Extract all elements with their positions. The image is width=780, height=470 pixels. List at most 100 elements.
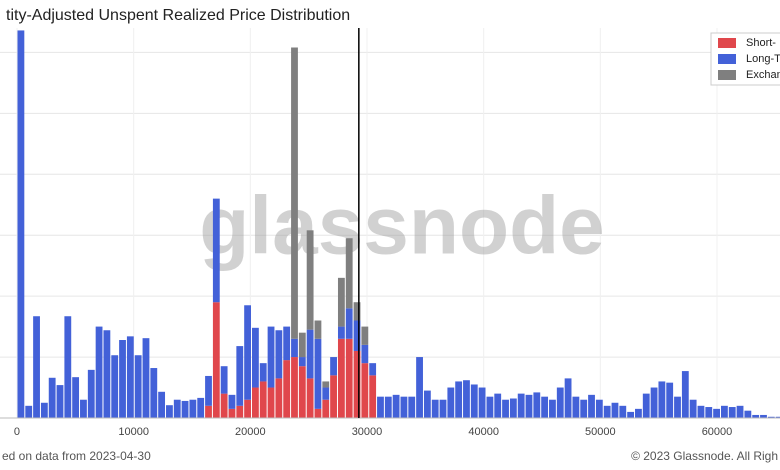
x-tick-label: 60000	[702, 426, 733, 438]
bar-segment	[291, 47, 298, 339]
bar-segment	[306, 329, 314, 379]
bar-segment	[64, 316, 72, 418]
bar-segment	[173, 399, 181, 418]
bar-segment	[314, 320, 322, 339]
bar-segment	[345, 308, 353, 339]
x-tick-label: 50000	[585, 426, 616, 438]
bar-segment	[337, 277, 345, 327]
bar-segment	[259, 381, 267, 418]
x-tick-label: 40000	[468, 426, 499, 438]
bar-segment	[259, 363, 267, 382]
bar-segment	[322, 381, 330, 388]
bar-segment	[697, 405, 705, 418]
bar-segment	[330, 375, 337, 418]
bar-segment	[775, 416, 780, 418]
bar-segment	[298, 357, 306, 367]
bar-segment	[87, 369, 95, 418]
bar-segment	[251, 327, 259, 388]
bar-segment	[416, 357, 423, 418]
bar-segment	[119, 340, 126, 418]
legend-label: Long-T	[746, 53, 780, 65]
bar-segment	[728, 407, 736, 418]
bar-segment	[197, 397, 205, 418]
bar-segment	[126, 336, 134, 418]
bar-segment	[251, 387, 259, 418]
bar-segment	[650, 387, 658, 418]
bar-segment	[103, 330, 111, 418]
bar-segment	[95, 326, 103, 418]
watermark: glassnode	[199, 181, 605, 272]
bar-segment	[384, 396, 392, 418]
bar-segment	[689, 399, 697, 418]
bar-segment	[572, 396, 580, 418]
legend: Short- Long-T Exchan	[710, 32, 780, 86]
bar-segment	[330, 357, 337, 376]
bar-segment	[267, 387, 275, 418]
bar-segment	[212, 198, 220, 303]
x-tick-label: 20000	[235, 426, 266, 438]
bar-segment	[244, 305, 251, 400]
bar-segment	[494, 393, 502, 418]
x-tick-label: 30000	[352, 426, 383, 438]
bar-segment	[306, 230, 314, 330]
bar-segment	[181, 400, 189, 418]
bar-segment	[111, 355, 119, 418]
bar-segment	[439, 399, 447, 418]
legend-swatch	[718, 70, 736, 80]
bar-segment	[658, 381, 666, 418]
bar-segment	[142, 338, 150, 418]
bar-segment	[80, 399, 87, 418]
bar-segment	[228, 394, 236, 409]
bar-segment	[189, 399, 197, 418]
bar-segment	[392, 394, 400, 418]
bar-segment	[744, 410, 752, 418]
bar-segment	[752, 414, 760, 418]
bar-segment	[627, 411, 635, 418]
bar-segment	[244, 399, 251, 418]
bar-segment	[56, 385, 64, 418]
bar-segment	[291, 357, 298, 418]
bar-segment	[431, 399, 439, 418]
bar-segment	[205, 375, 212, 406]
bar-segment	[478, 387, 486, 418]
bar-segment	[337, 326, 345, 339]
bar-segment	[713, 408, 720, 418]
bar-segment	[361, 326, 369, 345]
chart-title: tity-Adjusted Unspent Realized Price Dis…	[6, 7, 350, 24]
bar-segment	[134, 355, 142, 418]
bar-segment	[541, 396, 549, 418]
bar-segment	[72, 377, 80, 418]
legend-swatch	[718, 54, 736, 64]
bar-segment	[17, 30, 25, 418]
bar-segment	[345, 238, 353, 309]
bar-segment	[603, 405, 611, 418]
bar-segment	[236, 405, 244, 418]
bar-segment	[486, 396, 494, 418]
bar-segment	[369, 375, 377, 418]
bar-segment	[470, 384, 478, 418]
bar-segment	[166, 405, 173, 418]
bar-segment	[322, 387, 330, 400]
bar-segment	[291, 338, 298, 358]
bar-segment	[760, 414, 767, 418]
bar-segment	[580, 399, 588, 418]
bar-segment	[509, 398, 517, 418]
bar-segment	[314, 338, 322, 409]
bar-segment	[400, 396, 408, 418]
bar-segment	[556, 387, 564, 418]
bar-segment	[220, 366, 228, 394]
bar-segment	[275, 378, 283, 418]
bar-segment	[455, 381, 463, 418]
bar-segment	[517, 393, 525, 418]
bar-segment	[361, 363, 369, 418]
bar-segment	[337, 338, 345, 418]
bar-segment	[353, 302, 361, 321]
bar-segment	[619, 405, 627, 418]
bar-segment	[298, 332, 306, 358]
bar-segment	[447, 387, 455, 418]
bar-segment	[283, 360, 291, 418]
bar-segment	[369, 363, 377, 376]
bar-segment	[283, 326, 291, 361]
bar-segment	[275, 330, 283, 379]
